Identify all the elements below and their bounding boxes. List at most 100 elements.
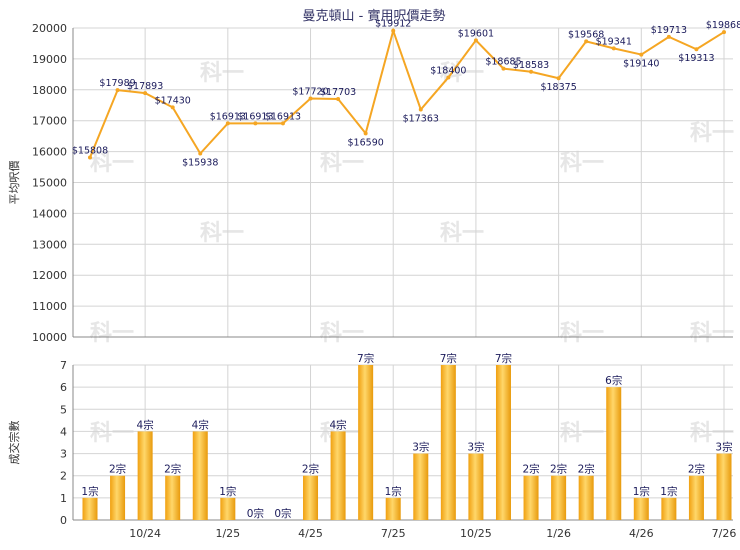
line-point: [666, 34, 671, 39]
bar-data-label: 7宗: [357, 352, 374, 365]
line-data-label: $18375: [540, 82, 576, 93]
line-point: [363, 131, 368, 136]
line-data-label: $17989: [99, 78, 135, 89]
bar: [440, 365, 456, 520]
line-data-label: $16913: [265, 111, 301, 122]
watermark-text: 科一: [320, 321, 364, 346]
line-point: [694, 47, 699, 52]
bar-data-label: 1宗: [633, 485, 650, 498]
bar-data-label: 2宗: [109, 463, 126, 476]
line-point: [308, 96, 313, 101]
bar-data-label: 3宗: [467, 441, 484, 454]
line-data-label: $19868: [706, 20, 740, 31]
line-point: [473, 38, 478, 43]
line-point: [584, 39, 589, 44]
bar-data-label: 4宗: [192, 418, 209, 431]
line-data-label: $16590: [348, 137, 384, 148]
line-y-tick-label: 18000: [32, 84, 67, 97]
line-point: [446, 75, 451, 80]
bar-y-axis-label: 成交宗數: [7, 421, 21, 465]
watermark-text: 科一: [560, 321, 604, 346]
line-data-label: $19341: [596, 36, 632, 47]
bar-data-label: 7宗: [440, 352, 457, 365]
x-tick-label: 1/26: [546, 527, 571, 540]
chart-title: 曼克頓山 - 實用呎價走勢: [303, 8, 446, 24]
x-tick-label: 10/25: [460, 527, 492, 540]
bar: [633, 497, 649, 520]
watermark-text: 科一: [200, 221, 244, 246]
line-point: [611, 46, 616, 51]
line-point: [170, 105, 175, 110]
x-tick-label: 4/26: [629, 527, 654, 540]
x-tick-label: 4/25: [298, 527, 323, 540]
bar-data-label: 1宗: [81, 485, 98, 498]
line-data-label: $16913: [210, 111, 246, 122]
bar: [358, 365, 374, 520]
bar-y-tick-label: 3: [60, 448, 67, 461]
bar-y-tick-label: 2: [60, 470, 67, 483]
watermark-text: 科一: [690, 421, 734, 446]
line-y-tick-label: 12000: [32, 269, 67, 282]
bar-y-tick-label: 6: [60, 381, 67, 394]
bar: [468, 453, 484, 520]
bar: [688, 475, 704, 520]
line-point: [501, 66, 506, 71]
bar-data-label: 3宗: [715, 441, 732, 454]
bar-data-label: 3宗: [412, 441, 429, 454]
bar: [716, 453, 732, 520]
line-data-label: $17430: [155, 95, 191, 106]
bar-data-label: 4宗: [329, 418, 346, 431]
bar-data-label: 1宗: [219, 485, 236, 498]
line-data-label: $19912: [375, 19, 411, 30]
bar-y-tick-label: 4: [60, 425, 67, 438]
line-point: [556, 76, 561, 81]
bar: [137, 431, 153, 520]
bar-panel: 0 1 2 3 4 5 6 7 10/24 1/25 4/25 7/25 10/25 1/26 4/26 7/…: [7, 352, 736, 540]
watermark-text: 科一: [690, 321, 734, 346]
bar-data-label: 2宗: [302, 463, 319, 476]
line-point: [88, 155, 92, 160]
line-y-tick-label: 14000: [32, 207, 67, 220]
line-y-axis-label: 平均呎價: [7, 161, 21, 205]
bar: [523, 475, 539, 520]
line-data-label: $18685: [485, 57, 521, 68]
bar: [413, 453, 429, 520]
bar-data-label: 7宗: [495, 352, 512, 365]
watermark-text: 科一: [90, 321, 134, 346]
bar: [82, 497, 98, 520]
line-y-tick-label: 15000: [32, 177, 67, 190]
bar-data-label: 2宗: [550, 463, 567, 476]
line-data-label: $19713: [651, 25, 687, 36]
bar-data-label: 0宗: [247, 507, 264, 520]
watermark-text: 科一: [560, 421, 604, 446]
line-point: [418, 107, 423, 112]
x-tick-label: 7/25: [381, 527, 406, 540]
bar: [495, 365, 511, 520]
line-point: [225, 121, 230, 126]
x-tick-label: 10/24: [129, 527, 161, 540]
line-y-tick-label: 20000: [32, 22, 67, 35]
line-data-label: $17363: [403, 113, 439, 124]
bar-data-label: 2宗: [578, 463, 595, 476]
watermark-text: 科一: [690, 121, 734, 146]
line-data-label: $16913: [237, 111, 273, 122]
bar-data-label: 2宗: [164, 463, 181, 476]
line-y-tick-label: 19000: [32, 53, 67, 66]
line-y-tick-label: 16000: [32, 146, 67, 159]
line-point: [280, 121, 285, 126]
line-y-tick-label: 11000: [32, 300, 67, 313]
bar: [578, 475, 594, 520]
bar: [606, 387, 622, 520]
bar: [303, 475, 319, 520]
watermark-text: 科一: [200, 61, 244, 86]
bar-data-label: 2宗: [688, 463, 705, 476]
line-point: [198, 151, 203, 156]
line-data-label: $18583: [513, 60, 549, 71]
watermark-text: 科一: [320, 151, 364, 176]
bar: [551, 475, 567, 520]
line-point: [529, 69, 534, 74]
bar: [110, 475, 126, 520]
line-data-label: $19313: [678, 53, 714, 64]
